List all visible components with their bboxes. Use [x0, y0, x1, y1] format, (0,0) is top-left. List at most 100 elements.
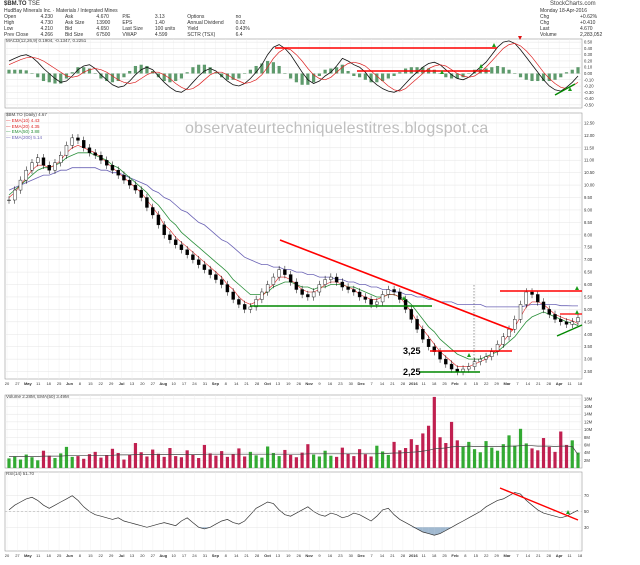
macd-histogram-bar [277, 65, 281, 74]
volume-bar [547, 446, 551, 468]
quote-field-label: VWAP [122, 32, 137, 38]
quote-summary-label: Volume [540, 32, 557, 38]
candle-body [455, 368, 460, 372]
macd-histogram-bar [41, 73, 46, 82]
rsi-x-tick-label: 8 [225, 553, 228, 558]
volume-bar [36, 460, 40, 468]
quote-table: Open 4.230 Ask 4.670 P/E 3.13 Options no High 4.7… [4, 14, 262, 38]
candle-body [150, 207, 155, 216]
candle-body [478, 358, 482, 362]
quote-field-label: Yield [187, 26, 199, 32]
quote-field-value: no [235, 14, 242, 20]
quote-row: Open 4.230 Ask 4.670 P/E 3.13 Options no [4, 14, 262, 20]
candle-body [254, 299, 258, 308]
volume-bar [478, 452, 482, 468]
candle-body [18, 179, 23, 191]
rsi-x-tick-label: 22 [484, 553, 489, 558]
volume-tick-label: 16M [584, 404, 593, 409]
candle-body [162, 224, 166, 236]
volume-bar [501, 444, 505, 468]
volume-bar [312, 454, 316, 468]
volume-bar [271, 453, 275, 468]
candle-body [288, 274, 293, 283]
x-tick-label: 11 [422, 381, 427, 386]
macd-histogram-bar [116, 73, 120, 82]
x-tick-label: Dec [358, 381, 366, 386]
macd-tick-label: -0.50 [584, 102, 594, 107]
x-tick-label: Apr [556, 381, 563, 386]
rsi-x-tick-label: 27 [15, 553, 20, 558]
quote-field-value: 4.650 [96, 26, 109, 32]
candle-body [398, 291, 402, 300]
candle-body [30, 162, 34, 171]
volume-bar [536, 450, 540, 468]
volume-label: Volume 2.28M, EMA(50) 3.49M [6, 394, 69, 399]
annotation-325: 3,25 [403, 346, 421, 356]
candle-body [346, 286, 350, 290]
rsi-x-tick-label: 13 [130, 553, 135, 558]
quote-summary-label: Chg [540, 20, 550, 26]
rsi-x-tick-label: 11 [422, 553, 427, 558]
volume-bar [168, 448, 172, 468]
x-tick-label: 11 [36, 381, 41, 386]
volume-bar [76, 456, 80, 468]
candle-body [576, 317, 580, 323]
quote-header: $BM.TO TSE HudBay Minerals Inc. · Materi… [0, 0, 640, 38]
price-tick-label: 8.00 [584, 232, 593, 237]
x-tick-label: 21 [536, 381, 541, 386]
candle-body [214, 274, 218, 280]
candle-body [421, 329, 425, 340]
candle-body [513, 319, 517, 330]
rsi-x-tick-label: 29 [494, 553, 499, 558]
macd-histogram-bar [375, 73, 379, 83]
volume-bar [18, 459, 23, 468]
macd-histogram-bar [392, 73, 396, 77]
x-tick-label: 26 [296, 381, 301, 386]
macd-histogram-bar [105, 73, 109, 82]
volume-bar [231, 454, 235, 468]
macd-histogram-bar [564, 72, 569, 74]
rsi-x-tick-label: 30 [349, 553, 354, 558]
candle-body [99, 155, 103, 161]
macd-histogram-bar [7, 69, 11, 74]
candle-body [156, 214, 161, 226]
rsi-x-tick-label: 18 [46, 553, 51, 558]
x-tick-label: 8 [79, 381, 82, 386]
quote-field-value: 4.730 [40, 20, 53, 26]
buy-arrow-icon [566, 510, 570, 514]
macd-histogram-bar [323, 69, 327, 74]
macd-histogram-bar [162, 73, 166, 82]
candle-body [467, 366, 471, 370]
macd-histogram-bar [18, 69, 23, 74]
ema-long-line [8, 167, 578, 308]
quote-summary-row: Volume 2,283,052 [540, 32, 602, 38]
candle-body [564, 321, 569, 325]
price-tick-label: 6.00 [584, 282, 593, 287]
candle-body [438, 351, 442, 360]
candle-body [179, 244, 184, 250]
macd-histogram-bar [47, 73, 51, 83]
volume-bar [513, 445, 517, 468]
volume-bar [139, 452, 143, 468]
volume-bar [248, 451, 252, 468]
volume-bar [352, 456, 356, 468]
quote-field-value: 3.13 [154, 14, 165, 20]
buy-arrow-icon [402, 296, 406, 300]
volume-bar [266, 446, 270, 468]
candle-body [392, 289, 396, 293]
macd-histogram-bar [559, 73, 563, 78]
quote-field-label: EPS [122, 20, 133, 26]
x-tick-label: 15 [88, 381, 93, 386]
candle-body [145, 197, 149, 208]
rsi-x-tick-label: 17 [182, 553, 187, 558]
price-tick-label: 9.50 [584, 195, 593, 200]
x-tick-label: 14 [234, 381, 239, 386]
quote-field-value: 67500 [96, 32, 111, 38]
x-tick-label: May [24, 381, 33, 386]
volume-bar [174, 456, 178, 468]
macd-histogram-bar [179, 73, 184, 79]
candle-body [41, 157, 46, 166]
rsi-x-tick-label: 26 [296, 553, 301, 558]
volume-bar [220, 451, 224, 468]
macd-tick-label: -0.40 [584, 96, 594, 101]
